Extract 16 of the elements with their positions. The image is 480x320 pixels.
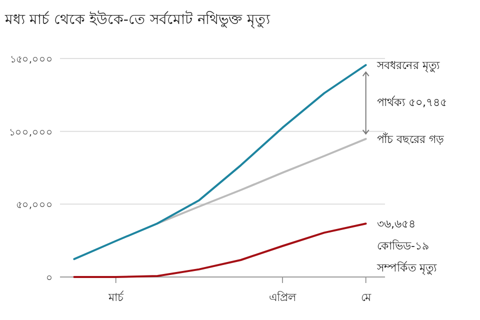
y-tick-label: ০	[46, 273, 53, 284]
data-label: ৩৬,৬৫৪	[377, 218, 416, 231]
series-label: কোভিড-১৯ সম্পর্কিত মৃত্যু	[376, 240, 438, 275]
x-tick-label: এপ্রিল	[269, 291, 297, 304]
line-series	[73, 64, 367, 260]
x-tick-label: মার্চ	[107, 291, 124, 304]
y-tick-label: ১৫০,০০০	[10, 54, 53, 66]
annotation: পার্থক্য ৫০,৭৪৫	[377, 96, 447, 109]
y-tick-label: ১০০,০০০	[8, 127, 53, 138]
line-series	[73, 222, 367, 278]
line-series	[156, 138, 367, 224]
series-label: সবধরনের মৃত্যু	[376, 59, 440, 72]
series-label: পাঁচ বছরের গড়	[377, 132, 444, 146]
x-tick-label: মে	[360, 291, 372, 304]
y-tick-label: ৫০,০০০	[16, 200, 53, 212]
chart-title: মধ্য মার্চ থেকে ইউকে-তে সর্বমোট নথিভুক্ত মৃত্যু	[4, 11, 271, 28]
